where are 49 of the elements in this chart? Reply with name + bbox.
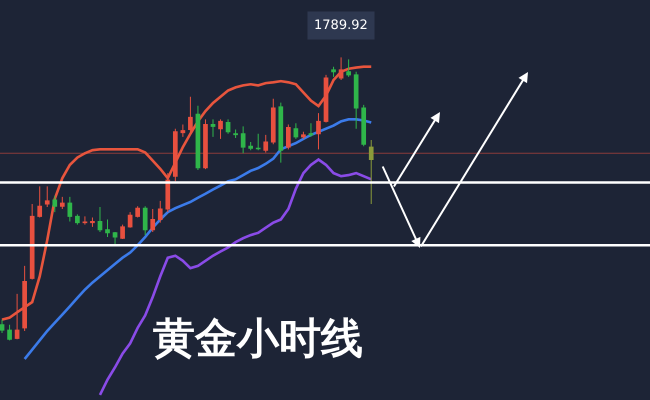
candlestick: [240, 126, 246, 154]
candlestick: [90, 217, 95, 228]
candlestick: [68, 196, 72, 222]
candlestick: [0, 319, 4, 334]
candlestick: [248, 141, 254, 151]
candlestick: [158, 200, 163, 224]
candlestick: [210, 118, 216, 138]
candlestick: [324, 74, 328, 123]
candlestick: [256, 133, 261, 151]
candlestick: [172, 128, 178, 182]
candlestick: [150, 208, 156, 232]
annotation: 1789.92: [314, 18, 368, 33]
candlestick: [368, 140, 374, 204]
candlestick: [346, 58, 351, 78]
candlestick: [301, 131, 306, 140]
candlestick: [263, 134, 268, 153]
candlestick: [188, 96, 193, 132]
candlestick: [278, 102, 284, 164]
candlestick: [30, 203, 35, 280]
candlestick: [226, 118, 230, 134]
candlestick: [112, 231, 118, 246]
candlestick: [105, 219, 110, 238]
candlestick: [294, 122, 298, 140]
candlestick: [331, 66, 336, 78]
candlestick: [218, 118, 223, 140]
candlestick: [203, 118, 208, 170]
candlestick: [361, 104, 366, 147]
candlestick: [286, 124, 291, 150]
candlestick: [165, 172, 170, 213]
candlestick: [37, 186, 42, 218]
candlestick: [60, 196, 65, 210]
candlestick: [7, 324, 12, 341]
candlestick: [316, 112, 321, 150]
candlestick: [308, 122, 314, 138]
candlestick: [196, 105, 200, 170]
candlestick: [52, 195, 58, 213]
candlestick: [128, 212, 132, 228]
candlestick: [120, 224, 125, 240]
candlestick: [180, 124, 186, 138]
candlestick: [233, 129, 238, 139]
candlestick: [44, 186, 50, 208]
candlestick: [82, 216, 88, 226]
candlestick: [135, 206, 140, 218]
candlestick: [98, 206, 102, 232]
candlestick: [354, 71, 358, 130]
candlestick: [142, 206, 148, 236]
candlestick: [75, 214, 80, 226]
text: 黄金小时线: [152, 314, 363, 363]
candlestick: [270, 98, 276, 145]
